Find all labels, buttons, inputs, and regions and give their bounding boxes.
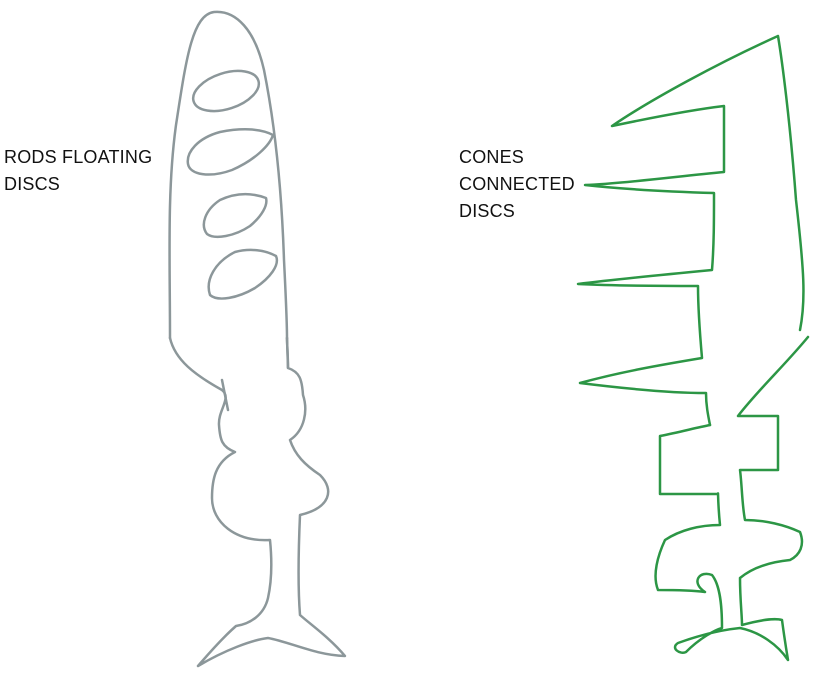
cone-outer-segment <box>576 34 805 427</box>
rod-label-line-1: RODS FLOATING <box>4 147 153 167</box>
cone-label-line-1: CONES <box>459 147 525 167</box>
rod-disc-4 <box>207 248 279 300</box>
rod-label-line-2: DISCS <box>4 174 61 194</box>
rod-label: RODS FLOATING DISCS <box>4 144 152 198</box>
cone-cell <box>576 34 810 662</box>
rod-disc-1 <box>191 69 261 113</box>
cone-label-line-2: CONNECTED <box>459 174 575 194</box>
rod-body-outline <box>168 336 347 668</box>
cone-body-outline <box>654 335 810 662</box>
rod-cell <box>168 10 347 668</box>
cone-label-line-3: DISCS <box>459 201 516 221</box>
rod-outer-segment <box>168 10 289 340</box>
rod-disc-3 <box>202 192 268 238</box>
cone-label: CONES CONNECTED DISCS <box>459 144 575 225</box>
rod-connecting-cilium <box>220 336 290 412</box>
rod-disc-2 <box>186 128 275 176</box>
